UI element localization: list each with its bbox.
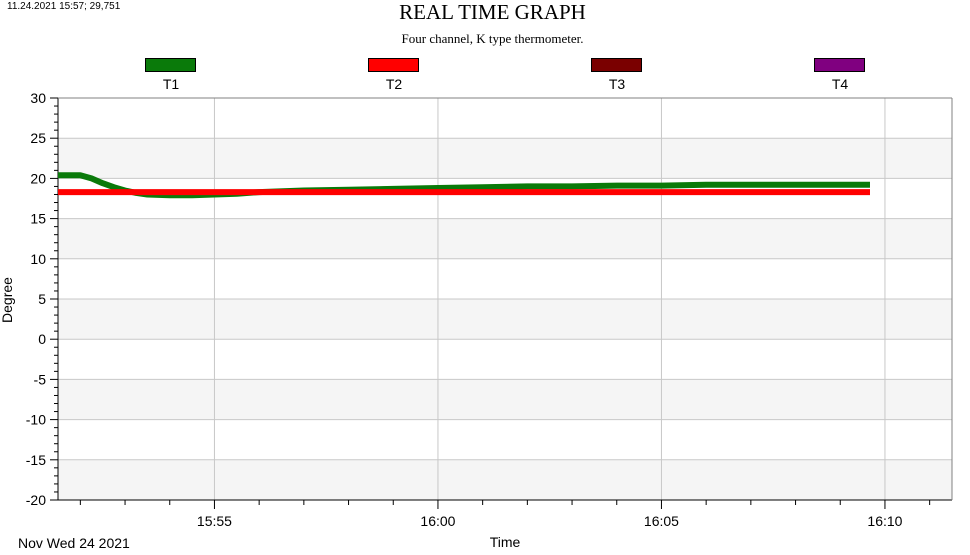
chart-subtitle: Four channel, K type thermometer.: [401, 31, 584, 46]
plot-band: [58, 218, 952, 259]
legend-swatch-t4: [814, 58, 865, 72]
x-tick-label: 16:10: [867, 513, 902, 529]
status-readout: 11.24.2021 15:57; 29,751: [7, 1, 121, 12]
y-tick-label: -5: [34, 371, 47, 387]
y-tick-label: 25: [30, 130, 46, 146]
date-label: Nov Wed 24 2021: [18, 535, 130, 551]
y-tick-label: 20: [30, 170, 46, 186]
plot-band: [58, 459, 952, 500]
y-tick-label: 0: [38, 331, 46, 347]
y-tick-label: -15: [26, 452, 46, 468]
legend-swatch-t3: [591, 58, 642, 72]
y-tick-label: 15: [30, 211, 46, 227]
y-tick-label: -10: [26, 412, 46, 428]
x-axis-label: Time: [489, 534, 521, 550]
chart-title: REAL TIME GRAPH: [399, 0, 586, 24]
y-tick-label: 5: [38, 291, 46, 307]
x-tick-label: 15:55: [197, 513, 232, 529]
plot-band: [58, 299, 952, 340]
x-tick-label: 16:00: [420, 513, 455, 529]
legend-label-t3: T3: [608, 76, 626, 92]
legend-swatch-t2: [368, 58, 419, 72]
plot-band: [58, 379, 952, 420]
legend-label-t1: T1: [162, 76, 180, 92]
legend-label-t4: T4: [831, 76, 849, 92]
y-tick-label: 10: [30, 251, 46, 267]
legend-label-t2: T2: [385, 76, 403, 92]
legend-swatch-t1: [145, 58, 196, 72]
y-tick-label: -20: [26, 492, 46, 508]
x-tick-label: 16:05: [644, 513, 679, 529]
y-tick-label: 30: [30, 90, 46, 106]
plot-band: [58, 138, 952, 179]
